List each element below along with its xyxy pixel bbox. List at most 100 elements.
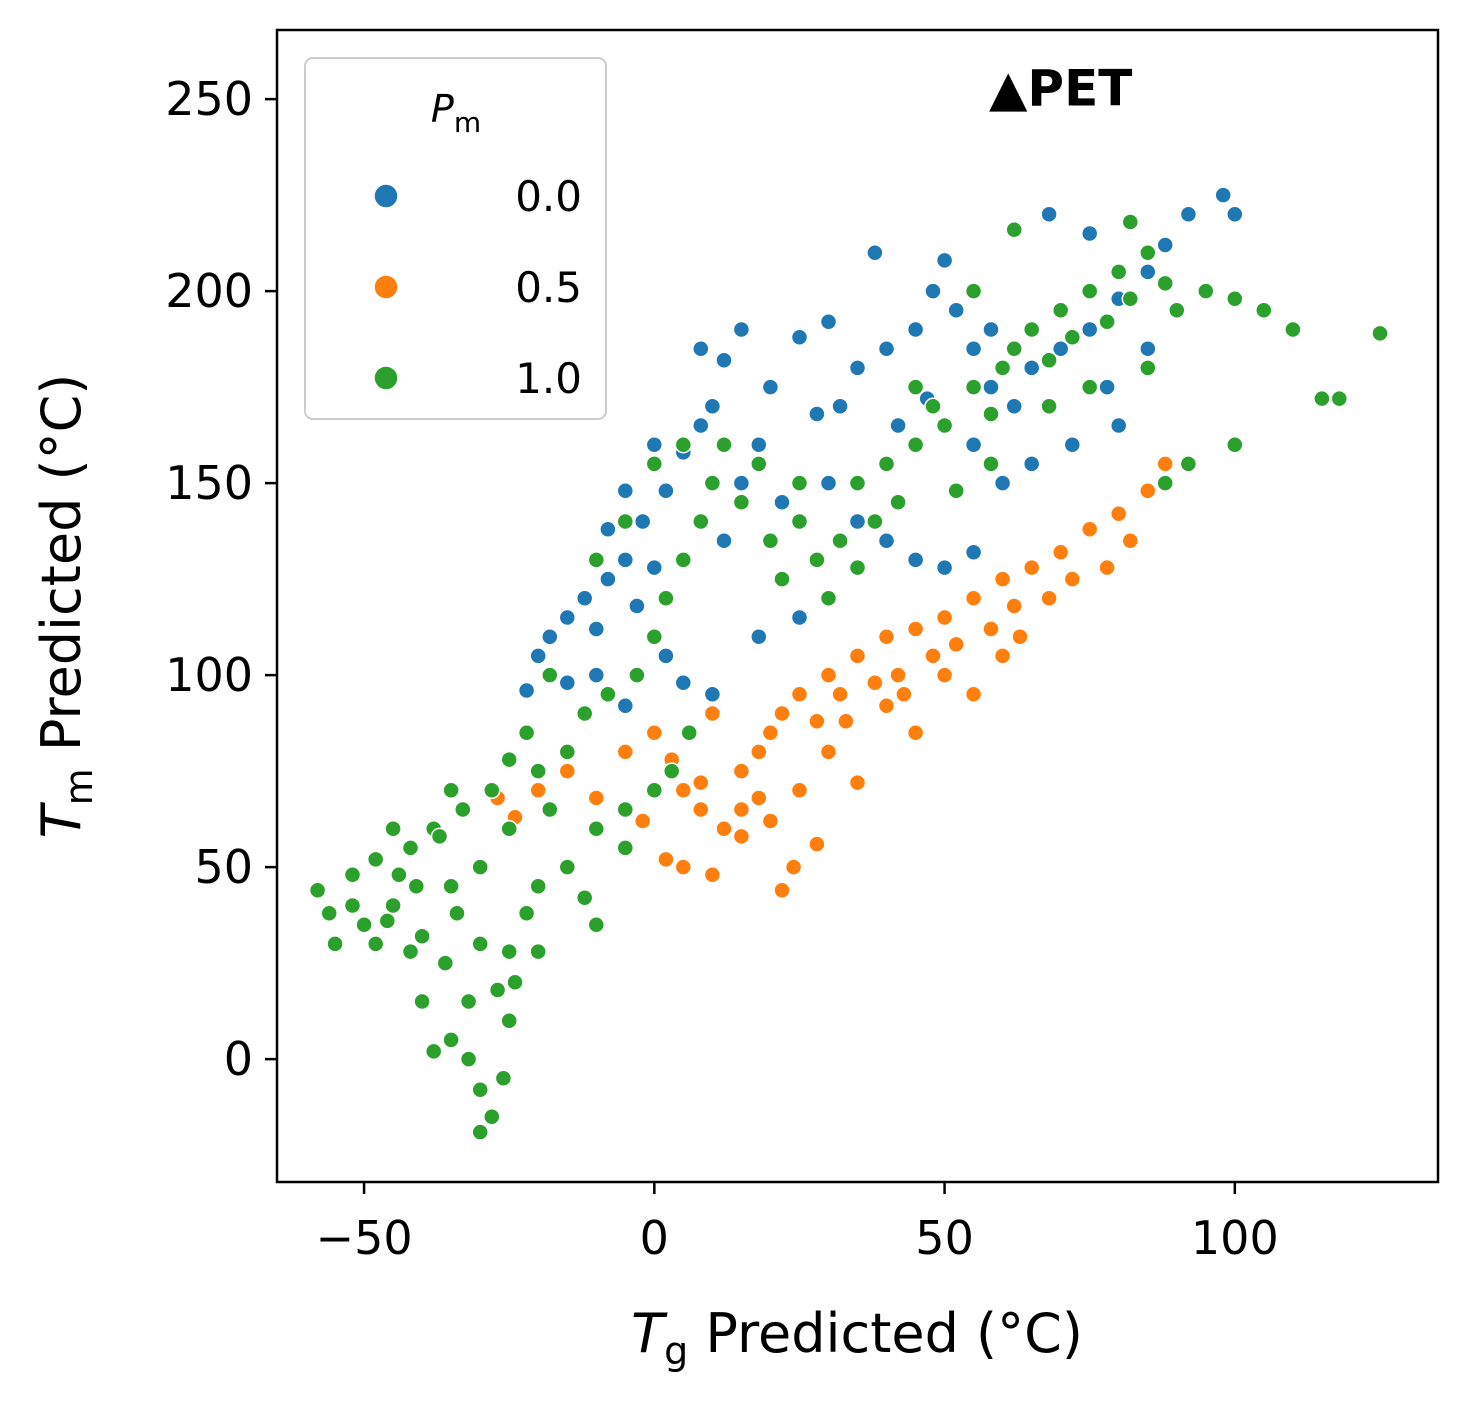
data-point (1197, 282, 1215, 300)
data-point (732, 827, 751, 846)
data-point (674, 674, 693, 692)
data-point (964, 378, 983, 396)
data-point (935, 251, 954, 270)
legend-title: Pm (431, 87, 481, 139)
data-point (819, 589, 838, 608)
data-point (616, 839, 635, 857)
data-point (1139, 263, 1157, 281)
data-point (1156, 274, 1174, 293)
data-point (366, 850, 385, 869)
data-point (384, 819, 402, 838)
data-point (819, 474, 838, 492)
data-point (964, 435, 983, 454)
data-point (401, 839, 420, 857)
y-axis-ticks: 0 50 100 150 200 250 (165, 72, 277, 1086)
data-point (674, 551, 693, 569)
data-point (633, 512, 652, 531)
data-point (500, 1011, 518, 1030)
data-point (587, 819, 606, 838)
legend: Pm 0.0 0.5 1.0 (304, 57, 607, 420)
data-point (500, 819, 518, 838)
data-point (674, 858, 693, 876)
data-point (1179, 455, 1198, 473)
data-point (1121, 290, 1140, 308)
legend-title-subscript: m (454, 106, 481, 139)
data-point (993, 570, 1012, 588)
data-point (692, 512, 710, 531)
data-point (436, 954, 455, 972)
data-point (599, 685, 617, 704)
data-point (413, 992, 431, 1011)
data-point (1371, 324, 1389, 343)
data-point (448, 904, 466, 922)
data-point (1156, 474, 1174, 492)
data-point (1226, 435, 1244, 454)
data-point (657, 647, 675, 665)
data-point (790, 781, 809, 800)
data-point (1226, 290, 1244, 308)
data-point (424, 1042, 443, 1061)
data-point (773, 493, 791, 512)
data-point (750, 455, 768, 473)
data-point (558, 608, 577, 627)
data-point (674, 781, 693, 800)
data-point (500, 942, 518, 961)
data-point (1005, 220, 1023, 239)
data-point (732, 762, 751, 780)
data-point (343, 896, 362, 915)
data-point (1109, 263, 1128, 281)
data-point (773, 570, 791, 588)
data-point (1080, 320, 1099, 339)
x-axis-label-text: Predicted (°C) (688, 1302, 1083, 1365)
y-axis-label-text: Predicted (°C) (30, 374, 93, 769)
data-point (517, 681, 536, 700)
data-point (1214, 186, 1232, 204)
data-point (1080, 520, 1099, 538)
data-point (964, 282, 983, 300)
y-tick-label: 0 (224, 1032, 253, 1086)
data-point (889, 493, 907, 512)
data-point (848, 474, 867, 492)
data-point (877, 697, 896, 715)
data-point (935, 558, 954, 577)
data-point (761, 723, 780, 742)
data-point (692, 800, 710, 819)
data-point (715, 435, 733, 454)
data-point (866, 674, 884, 692)
data-point (442, 781, 460, 800)
data-point (837, 712, 855, 730)
data-point (906, 551, 925, 569)
data-point (657, 482, 675, 500)
data-point (906, 320, 925, 339)
data-point (924, 397, 942, 416)
y-axis-label-symbol: T (30, 801, 93, 838)
data-point (1156, 236, 1174, 254)
data-point (413, 927, 431, 945)
data-point (906, 435, 925, 454)
data-point (471, 1123, 489, 1141)
data-point (1139, 359, 1157, 377)
data-point (320, 904, 338, 922)
data-point (1005, 397, 1023, 416)
x-axis-label-subscript: g (664, 1329, 688, 1373)
data-point (645, 723, 664, 742)
y-tick-label: 250 (165, 72, 253, 126)
data-point (982, 405, 1000, 423)
data-point (657, 589, 675, 608)
data-point (1022, 455, 1041, 473)
data-point (715, 351, 733, 369)
data-point (703, 474, 722, 492)
data-point (703, 685, 722, 704)
data-point (750, 743, 768, 761)
data-point (529, 781, 547, 800)
data-point (761, 378, 780, 396)
data-point (517, 904, 536, 922)
data-point (831, 685, 849, 704)
y-tick-label: 100 (165, 648, 253, 702)
data-point (964, 589, 983, 608)
data-point (1022, 558, 1041, 577)
data-point (703, 866, 722, 884)
data-point (1011, 627, 1029, 646)
data-point (541, 800, 559, 819)
data-point (1255, 301, 1273, 320)
